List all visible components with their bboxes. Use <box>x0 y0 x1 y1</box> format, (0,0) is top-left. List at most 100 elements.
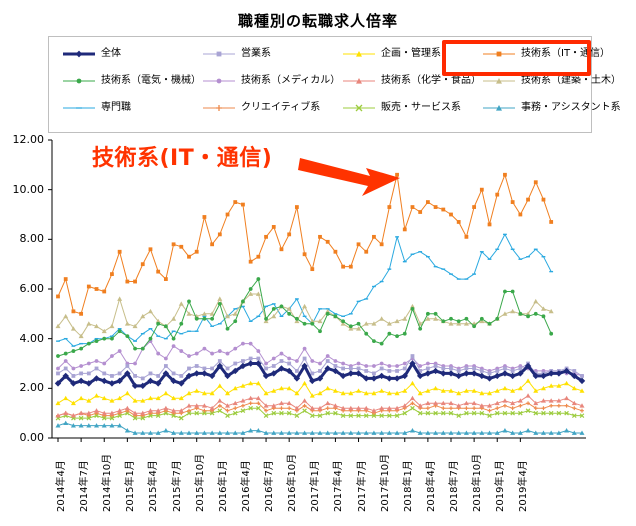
series-6-point <box>579 403 585 408</box>
series-1-point <box>479 369 484 373</box>
series-9-point <box>279 406 284 411</box>
x-tick-label: 2016年4月 <box>240 460 252 512</box>
series-6-point <box>171 408 177 413</box>
series-10-point <box>410 405 415 411</box>
series-10-point <box>171 413 176 418</box>
series-0-point <box>309 377 316 385</box>
x-tick-label: 2018年10月 <box>472 453 484 512</box>
series-0-point <box>332 367 339 375</box>
series-11-point <box>201 430 207 435</box>
series-2-point <box>510 388 516 393</box>
series-10-point <box>579 413 585 418</box>
series-7-point <box>379 316 385 321</box>
series-6-point <box>240 398 246 403</box>
series-0-point <box>54 380 62 387</box>
series-4-point <box>433 311 438 316</box>
series-11-point <box>386 430 392 435</box>
series-0-point <box>363 375 370 382</box>
series-1-point <box>71 374 76 378</box>
series-2-point <box>109 398 115 403</box>
series-7-point <box>147 308 153 314</box>
series-4-point <box>163 324 168 329</box>
series-7-point <box>502 311 508 316</box>
series-11-point <box>263 430 269 435</box>
series-6-point <box>101 410 107 416</box>
legend-label: クリエイティブ系 <box>241 102 321 113</box>
series-0-point <box>278 365 285 372</box>
series-6-point <box>63 410 69 416</box>
series-2-point <box>502 385 508 391</box>
series-0-point <box>486 375 493 382</box>
series-3-point <box>472 205 477 209</box>
series-11-point <box>217 430 223 435</box>
series-5-point <box>333 359 338 363</box>
series-10-point <box>186 410 192 416</box>
series-7-point <box>263 318 269 324</box>
series-7-point <box>448 321 454 326</box>
series-6-point <box>55 413 61 418</box>
series-7-point <box>479 318 485 324</box>
series-6-point <box>309 405 315 411</box>
series-3-point <box>310 267 315 272</box>
series-11-point <box>248 428 254 433</box>
series-6-point <box>402 403 408 408</box>
series-3-point <box>518 212 523 217</box>
series-11-point <box>371 430 377 435</box>
series-11-point <box>294 430 300 435</box>
series-5-point <box>179 349 184 353</box>
series-9-point <box>287 406 292 411</box>
series-5-point <box>71 366 76 371</box>
legend-label: 技術系（建築・土木） <box>521 75 621 86</box>
series-7-point <box>363 321 369 326</box>
series-7-point <box>63 313 69 319</box>
series-1-point <box>418 369 423 373</box>
series-4-point <box>526 314 530 319</box>
series-1-point <box>510 369 515 373</box>
legend-swatch <box>63 78 95 84</box>
series-4-point <box>171 336 176 341</box>
series-4-point <box>140 346 145 351</box>
series-11-point <box>340 430 346 435</box>
series-9-point <box>503 403 507 408</box>
series-3-point <box>248 259 253 264</box>
series-10-point <box>286 410 292 416</box>
series-5-point <box>302 346 307 351</box>
series-9-point <box>225 408 230 413</box>
series-7-point <box>302 303 308 309</box>
series-6-point <box>510 400 516 406</box>
series-7-point <box>548 308 554 314</box>
series-6-point <box>294 405 300 411</box>
series-3-point <box>110 272 114 276</box>
series-7-point <box>101 328 107 334</box>
legend-swatch <box>203 78 235 84</box>
series-4-point <box>79 346 84 351</box>
series-3-point <box>156 269 161 274</box>
series-1-point <box>580 374 584 378</box>
series-10-point <box>371 413 377 418</box>
series-3-point <box>533 180 538 185</box>
series-0-point <box>147 377 154 385</box>
legend-label: 全体 <box>101 48 121 59</box>
series-0-point <box>324 365 331 372</box>
series-10-point <box>78 415 84 421</box>
series-2-point <box>363 390 369 396</box>
series-4-point <box>148 336 153 341</box>
series-6-point <box>379 405 385 411</box>
series-7-point <box>294 318 300 324</box>
series-11-point <box>271 430 277 435</box>
series-0-point <box>193 370 200 377</box>
series-0-point <box>378 372 385 380</box>
series-0-point <box>247 360 254 367</box>
series-9-point <box>233 406 238 411</box>
series-4-point <box>549 331 554 336</box>
series-7-point <box>140 313 146 319</box>
series-11-point <box>240 430 246 435</box>
x-tick-label: 2016年1月 <box>217 460 229 512</box>
series-11-point <box>409 428 415 433</box>
series-10-point <box>556 410 562 416</box>
series-10-point <box>402 410 408 416</box>
series-2-point <box>217 383 223 388</box>
series-1-point <box>402 366 407 371</box>
series-7-point <box>217 296 223 301</box>
series-4-point <box>233 319 238 324</box>
